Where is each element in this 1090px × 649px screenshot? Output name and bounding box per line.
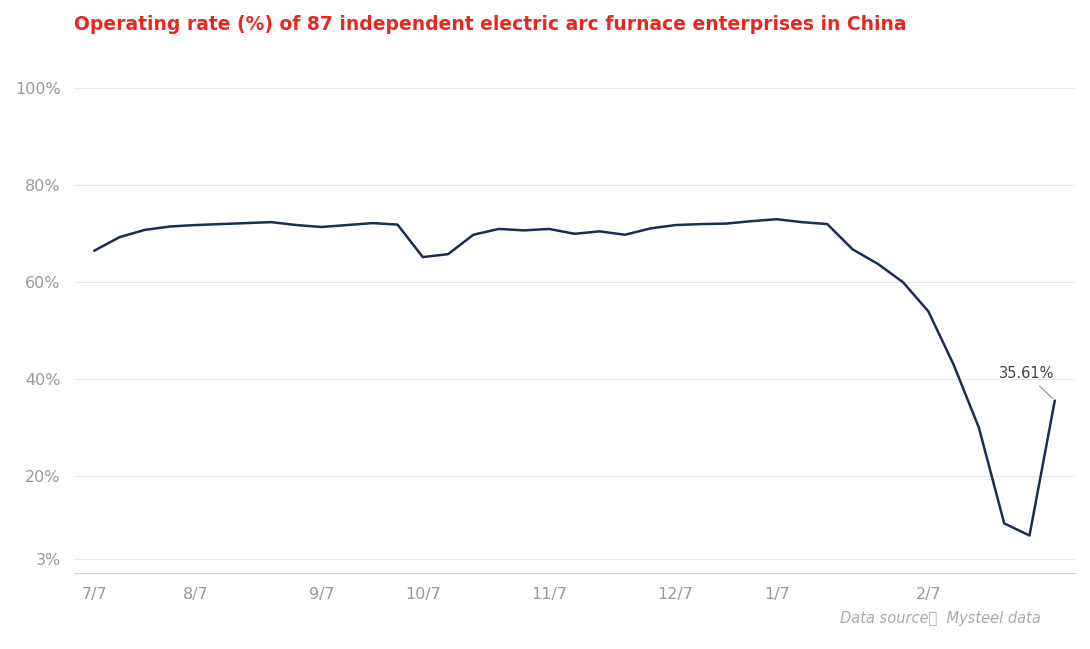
Text: 35.61%: 35.61%	[1000, 367, 1054, 398]
Text: Data source：  Mysteel data: Data source： Mysteel data	[840, 611, 1041, 626]
Text: Operating rate (%) of 87 independent electric arc furnace enterprises in China: Operating rate (%) of 87 independent ele…	[74, 15, 907, 34]
